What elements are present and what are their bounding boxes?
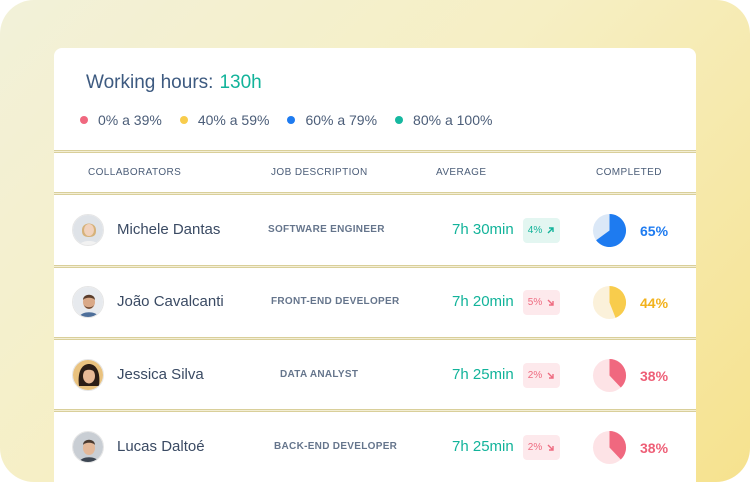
column-header-average[interactable]: AVERAGE [436, 167, 487, 178]
pie-slice [609, 430, 627, 460]
trend-value: 2% [527, 442, 543, 453]
average-time: 7h 20min [452, 293, 514, 310]
trend-value: 4% [527, 225, 543, 236]
table-row[interactable]: Lucas Daltoé BACK-END DEVELOPER 7h 25min… [54, 412, 696, 482]
table-row[interactable]: João Cavalcanti FRONT-END DEVELOPER 7h 2… [54, 267, 696, 337]
pie-slice [609, 358, 627, 388]
legend-label: 0% a 39% [98, 112, 162, 128]
collaborator-name: Michele Dantas [117, 221, 221, 238]
average-time: 7h 25min [452, 366, 514, 383]
arrow-up-right-icon [547, 227, 554, 234]
working-hours-card: Working hours: 130h 0% a 39% 40% a 59% 6… [54, 48, 696, 482]
column-header-completed[interactable]: COMPLETED [596, 167, 662, 178]
trend-badge: 5% [523, 290, 560, 315]
legend-dot-icon [395, 116, 404, 124]
completed-percent: 38% [640, 368, 669, 384]
legend-label: 80% a 100% [413, 112, 493, 128]
average-time: 7h 25min [452, 438, 514, 455]
collaborator-name: Lucas Daltoé [117, 438, 205, 455]
job-description: SOFTWARE ENGINEER [268, 224, 385, 235]
legend-label: 40% a 59% [197, 112, 270, 128]
legend-label: 60% a 79% [305, 112, 378, 128]
collaborator-name: João Cavalcanti [117, 293, 224, 310]
job-description: BACK-END DEVELOPER [274, 441, 398, 452]
legend-item-60-79: 60% a 79% [287, 112, 377, 128]
table-row[interactable]: Jessica Silva DATA ANALYST 7h 25min 2% 3… [54, 340, 696, 410]
legend-dot-icon [179, 116, 188, 124]
divider [54, 337, 696, 340]
divider [54, 192, 696, 195]
legend-item-40-59: 40% a 59% [179, 112, 270, 128]
pie-slice [609, 285, 627, 318]
avatar [72, 431, 104, 463]
legend-dot-icon [287, 116, 296, 124]
completed-percent: 65% [640, 223, 669, 239]
avatar [72, 286, 104, 318]
avatar [72, 214, 104, 246]
completed-percent: 38% [640, 440, 669, 456]
collaborator-name: Jessica Silva [117, 366, 204, 383]
divider [54, 265, 696, 268]
table-header: COLLABORATORS JOB DESCRIPTION AVERAGE CO… [54, 154, 696, 192]
legend-item-80-100: 80% a 100% [395, 112, 492, 128]
job-description: FRONT-END DEVELOPER [271, 296, 400, 307]
arrow-down-right-icon [547, 444, 554, 451]
arrow-down-right-icon [547, 372, 554, 379]
page-title: Working hours: 130h [86, 72, 262, 94]
job-description: DATA ANALYST [280, 369, 359, 380]
completion-pie [592, 285, 627, 320]
trend-badge: 2% [523, 363, 560, 388]
divider [54, 409, 696, 412]
column-header-collaborators[interactable]: COLLABORATORS [88, 167, 182, 178]
divider [54, 150, 696, 153]
arrow-down-right-icon [547, 299, 554, 306]
trend-badge: 4% [523, 218, 560, 243]
legend-item-0-39: 0% a 39% [80, 112, 162, 128]
legend-dot-icon [80, 116, 88, 124]
table-row[interactable]: Michele Dantas SOFTWARE ENGINEER 7h 30mi… [54, 195, 696, 265]
completion-pie [592, 213, 627, 248]
trend-value: 5% [527, 297, 543, 308]
completed-percent: 44% [640, 295, 669, 311]
average-time: 7h 30min [452, 221, 514, 238]
title-label: Working hours: [86, 72, 214, 93]
avatar [72, 359, 104, 391]
completion-pie [592, 430, 627, 465]
column-header-job[interactable]: JOB DESCRIPTION [271, 167, 368, 178]
total-hours: 130h [219, 72, 262, 93]
pie-slice [596, 213, 627, 248]
trend-value: 2% [527, 370, 543, 381]
completion-pie [592, 358, 627, 393]
trend-badge: 2% [523, 435, 560, 460]
legend: 0% a 39% 40% a 59% 60% a 79% 80% a 100% [80, 112, 492, 128]
